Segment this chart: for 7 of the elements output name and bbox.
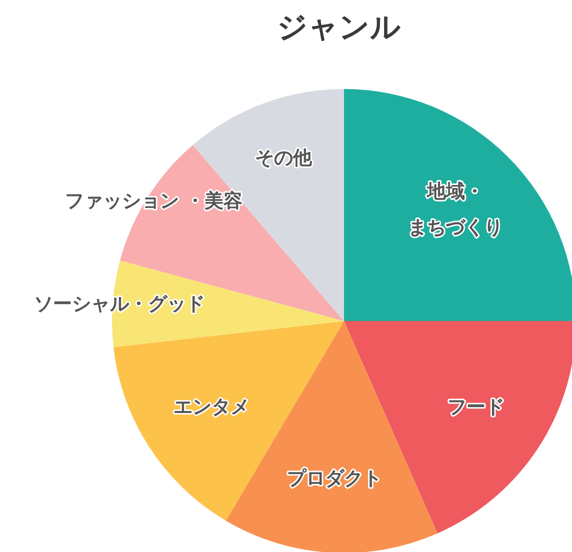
chart-title: ジャンル bbox=[277, 10, 401, 45]
slice-label: 地域・まちづくり bbox=[408, 180, 504, 238]
slice-label: ファッション ・美容 bbox=[64, 190, 242, 212]
slice-label: エンタメ bbox=[174, 396, 250, 418]
slice-label: フード bbox=[448, 396, 505, 418]
slice-label: プロダクト bbox=[287, 467, 382, 490]
slice-label: その他 bbox=[255, 146, 314, 169]
